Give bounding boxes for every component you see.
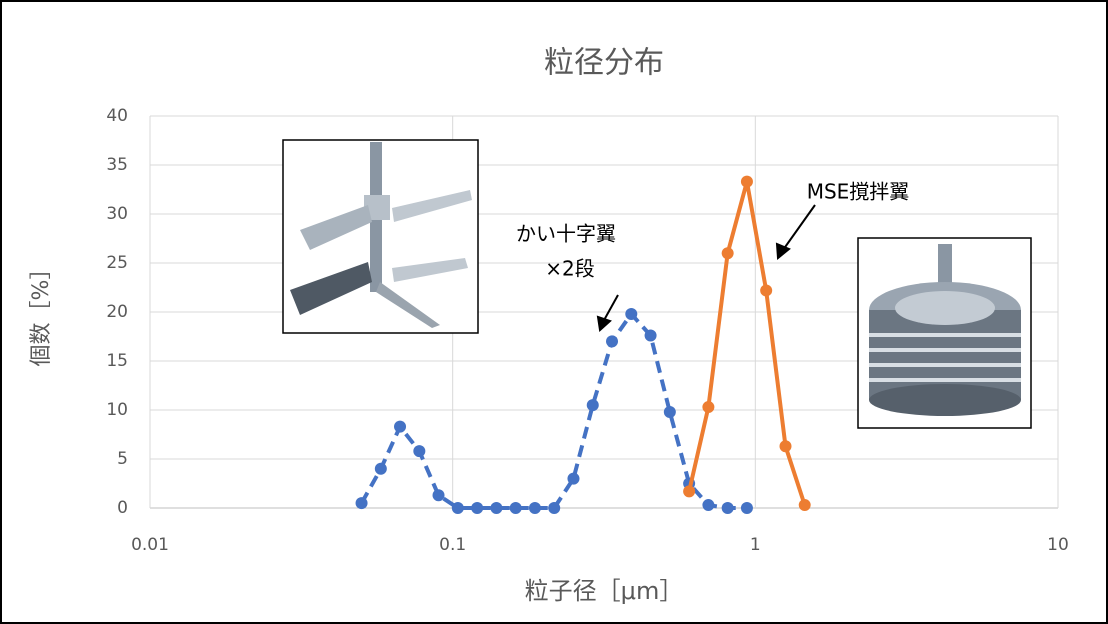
chart-title: 粒径分布 bbox=[544, 46, 664, 81]
data-point bbox=[625, 308, 637, 320]
inset-photo bbox=[858, 238, 1031, 428]
x-tick-label: 0.01 bbox=[131, 535, 169, 555]
y-tick-label: 35 bbox=[106, 155, 128, 175]
data-point bbox=[741, 502, 753, 514]
y-tick-label: 20 bbox=[106, 302, 128, 322]
data-point bbox=[722, 247, 734, 259]
data-point bbox=[799, 499, 811, 511]
data-point bbox=[722, 502, 734, 514]
data-point bbox=[760, 284, 772, 296]
y-tick-label: 0 bbox=[117, 498, 128, 518]
data-point bbox=[683, 485, 695, 497]
y-tick-label: 30 bbox=[106, 204, 128, 224]
data-point bbox=[587, 399, 599, 411]
annotation: ×2段 bbox=[545, 257, 594, 281]
data-point bbox=[433, 489, 445, 501]
data-point bbox=[375, 463, 387, 475]
y-tick-label: 25 bbox=[106, 253, 128, 273]
y-axis-label: 個数［%］ bbox=[29, 258, 54, 367]
chart: 粒径分布 粒子径［μm］ 個数［%］ 0 5 10 15 20 25 30 35 40 0.01 0… bbox=[0, 0, 1108, 624]
data-point bbox=[529, 502, 541, 514]
y-tick-label: 15 bbox=[106, 351, 128, 371]
data-point bbox=[645, 330, 657, 342]
x-tick-label: 10 bbox=[1047, 535, 1069, 555]
data-point bbox=[741, 176, 753, 188]
annotation: MSE撹拌翼 bbox=[807, 180, 910, 204]
y-tick-label: 10 bbox=[106, 400, 128, 420]
y-tick-label: 5 bbox=[117, 449, 128, 469]
annotation: かい十字翼 bbox=[516, 222, 616, 246]
data-point bbox=[606, 335, 618, 347]
data-point bbox=[548, 502, 560, 514]
data-point bbox=[664, 406, 676, 418]
x-axis-label: 粒子径［μm］ bbox=[525, 577, 684, 605]
data-point bbox=[510, 502, 522, 514]
data-point bbox=[702, 499, 714, 511]
data-point bbox=[471, 502, 483, 514]
data-point bbox=[394, 421, 406, 433]
inset-photo bbox=[283, 140, 478, 333]
data-point bbox=[452, 502, 464, 514]
y-tick-label: 40 bbox=[106, 106, 128, 126]
data-point bbox=[413, 445, 425, 457]
data-point bbox=[356, 497, 368, 509]
x-tick-label: 1 bbox=[750, 535, 761, 555]
data-point bbox=[567, 473, 579, 485]
data-point bbox=[490, 502, 502, 514]
data-point bbox=[780, 440, 792, 452]
x-tick-label: 0.1 bbox=[439, 535, 466, 555]
data-point bbox=[702, 401, 714, 413]
